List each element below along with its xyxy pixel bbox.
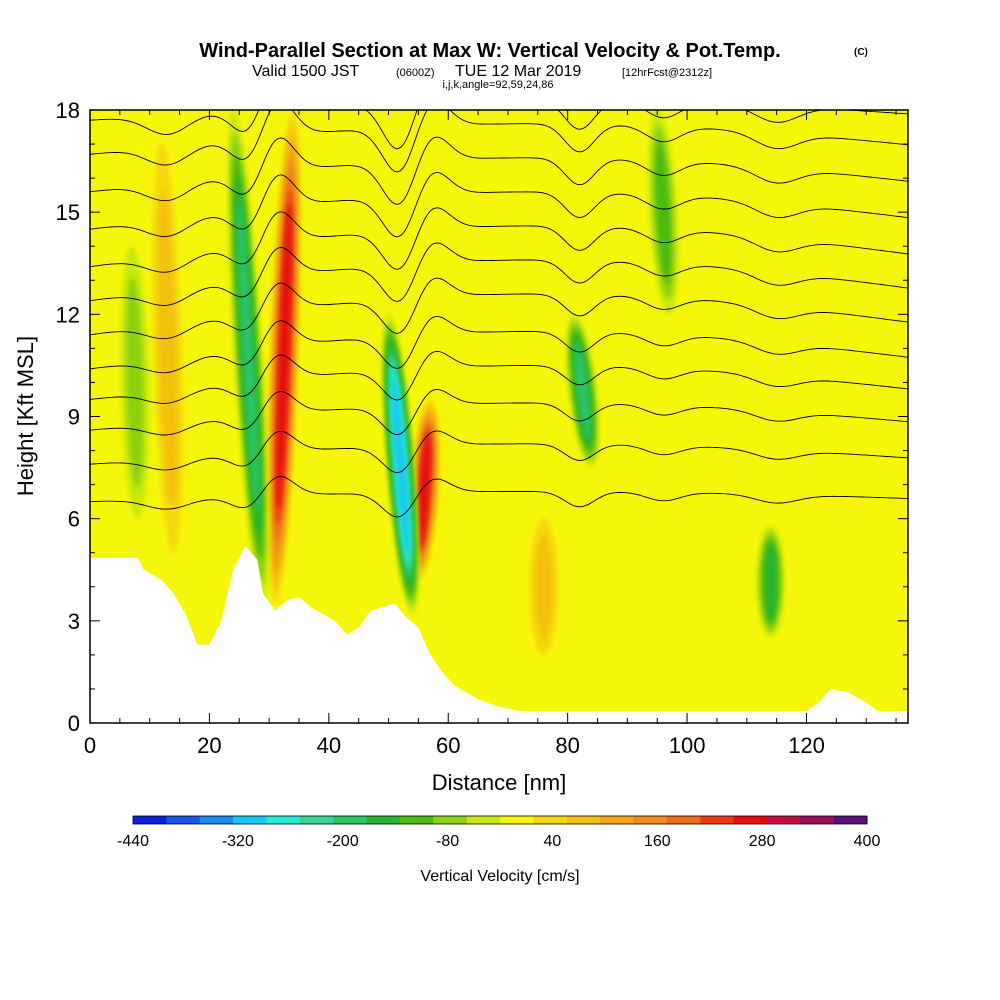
x-tick-label: 80 (555, 733, 579, 758)
colorbar-bin (433, 816, 468, 824)
colorbar-bin (766, 816, 801, 824)
pot-temp-contour-line (90, 388, 908, 436)
vertical-velocity-field (120, 110, 785, 655)
colorbar-tick-label: 160 (644, 833, 671, 850)
colorbar-bin (399, 816, 434, 824)
velocity-band (655, 140, 672, 284)
colorbar-bin (333, 816, 368, 824)
colorbar-bin (266, 816, 301, 824)
pot-temp-contour-line (90, 207, 908, 273)
colorbar-tick-label: -440 (117, 833, 149, 850)
colorbar-bin (133, 816, 167, 824)
velocity-feature-downdraft-10 (647, 110, 679, 315)
x-tick-label: 0 (84, 733, 96, 758)
y-tick-label: 3 (68, 609, 80, 634)
y-axis-label: Height [Kft MSL] (13, 336, 38, 496)
velocity-band (392, 373, 409, 556)
x-axis-label: Distance [nm] (432, 770, 567, 795)
x-tick-label: 100 (669, 733, 706, 758)
velocity-band (574, 341, 591, 441)
x-tick-label: 60 (436, 733, 460, 758)
velocity-feature-downdraft-2 (227, 110, 269, 604)
velocity-band (276, 205, 292, 509)
y-tick-label: 15 (56, 200, 80, 225)
terrain-mask (90, 545, 908, 723)
colorbar-bin (700, 816, 735, 824)
velocity-feature-updraft-8 (152, 144, 183, 553)
pot-temp-contours (90, 110, 908, 518)
y-tick-label: 12 (56, 302, 80, 327)
pot-temp-contour-line (90, 171, 908, 238)
x-tick-label: 20 (197, 733, 221, 758)
colorbar-bin (166, 816, 201, 824)
y-tick-label: 9 (68, 405, 80, 430)
pot-temp-contour-line (90, 315, 908, 374)
colorbar-bin (666, 816, 701, 824)
colorbar-bin (466, 816, 501, 824)
colorbar-bin (199, 816, 234, 824)
colorbar-tick-label: -80 (436, 833, 459, 850)
colorbar-bin (833, 816, 868, 824)
x-tick-label: 120 (788, 733, 825, 758)
colorbar-frame (132, 815, 868, 825)
grid-indices-text: i,j,k,angle=92,59,24,86 (442, 79, 553, 91)
colorbar-bin (299, 816, 334, 824)
pot-temp-contour-line (90, 277, 908, 340)
velocity-feature-updraft-1 (267, 110, 301, 604)
colorbar-tick-label: 280 (749, 833, 776, 850)
colorbar-bin (800, 816, 835, 824)
pot-temp-contour-line (90, 430, 908, 474)
colorbar-label: Vertical Velocity [cm/s] (420, 868, 579, 885)
velocity-band (418, 434, 431, 546)
pot-temp-contour-line (90, 476, 908, 518)
colorbar-bin (533, 816, 568, 824)
velocity-feature-downdraft-9 (120, 246, 150, 519)
date-text: TUE 12 Mar 2019 (455, 63, 581, 80)
colorbar-bin (233, 816, 267, 824)
pot-temp-contour-line (90, 136, 908, 205)
y-tick-label: 18 (56, 98, 80, 123)
y-tick-label: 0 (68, 711, 80, 736)
pot-temp-contour-line (90, 350, 908, 404)
colorbar-bin (366, 816, 401, 824)
chart-title: Wind-Parallel Section at Max W: Vertical… (199, 40, 780, 62)
chart-title-mark: (C) (854, 47, 868, 58)
velocity-band (125, 276, 144, 489)
axes: 0 20 40 60 80 100 120 0 3 6 9 12 15 18 (56, 98, 908, 758)
velocity-background (90, 110, 908, 723)
colorbar-tick-label: 400 (854, 833, 881, 850)
velocity-feature-updraft-7 (529, 518, 558, 655)
valid-time-text: Valid 1500 JST (252, 63, 360, 80)
velocity-band (764, 544, 777, 619)
colorbar-bin (500, 816, 534, 824)
colorbar-bin (633, 816, 668, 824)
velocity-band (157, 190, 178, 507)
zulu-time-text: (0600Z) (396, 67, 435, 79)
pot-temp-contour-line (90, 110, 908, 150)
velocity-feature-downdraft-5 (566, 314, 600, 468)
plot-area (90, 110, 908, 723)
pot-temp-contour-line (90, 242, 908, 306)
colorbar-tick-label: 40 (544, 833, 562, 850)
velocity-band (237, 198, 260, 515)
y-tick-label: 6 (68, 507, 80, 532)
velocity-feature-downdraft-6 (756, 525, 785, 638)
colorbar-tick-label: -320 (222, 833, 254, 850)
velocity-band (535, 533, 553, 640)
pot-temp-contour-line (90, 110, 908, 173)
colorbar-tick-label: -200 (327, 833, 359, 850)
colorbar-bin (733, 816, 768, 824)
colorbar: -440 -320 -200 -80 40 160 280 400 (117, 815, 881, 850)
x-tick-label: 40 (317, 733, 341, 758)
colorbar-bin (566, 816, 601, 824)
velocity-feature-downdraft-4 (382, 314, 419, 615)
colorbar-bin (600, 816, 634, 824)
forecast-init-text: [12hrFcst@2312z] (622, 67, 712, 79)
